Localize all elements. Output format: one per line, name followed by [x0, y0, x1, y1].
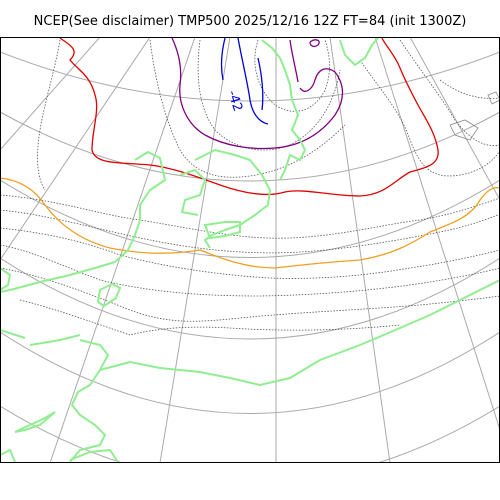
- coast-scandinavia: [0, 329, 81, 346]
- meridian-5: [329, 37, 391, 463]
- lat-circle-3: [0, 179, 500, 258]
- meridian-8: [0, 37, 101, 151]
- coast-greenland: [0, 150, 167, 293]
- lat-circle-5: [0, 331, 500, 414]
- coast-fjords: [179, 168, 207, 216]
- graticule-meridians: [0, 37, 500, 463]
- meridian-6: [374, 37, 500, 431]
- isotherm-minus42: [220, 37, 269, 125]
- isotherm-purple: [171, 37, 344, 150]
- coast-westgreen: [0, 267, 12, 291]
- meridian-3: [159, 37, 231, 463]
- map-title: NCEP(See disclaimer) TMP500 2025/12/16 1…: [33, 14, 467, 29]
- coast-iceland: [96, 282, 122, 308]
- contour-label-minus42: -42: [224, 89, 245, 114]
- coast-zemlya: [339, 37, 379, 67]
- coast-svalbard: [261, 39, 307, 181]
- coast-island-small: [203, 221, 241, 240]
- meridian-7: [409, 37, 500, 201]
- lat-circle-6: [0, 405, 500, 463]
- coast-greenland-east: [194, 148, 272, 249]
- coast-norway: [69, 339, 110, 463]
- coastlines: [0, 37, 500, 463]
- isotherm-red: [59, 37, 439, 197]
- lat-circle-4: [0, 257, 500, 340]
- coast-europe: [99, 279, 500, 387]
- arctic-islands: [449, 91, 500, 141]
- coast-south: [0, 448, 119, 463]
- isotherm-orange: [0, 177, 500, 269]
- lat-circle-2: [0, 111, 500, 182]
- isotherms-minor: [0, 39, 500, 336]
- meridian-1: [0, 37, 151, 261]
- coast-uk: [14, 411, 56, 433]
- lat-circle-1: [0, 51, 500, 102]
